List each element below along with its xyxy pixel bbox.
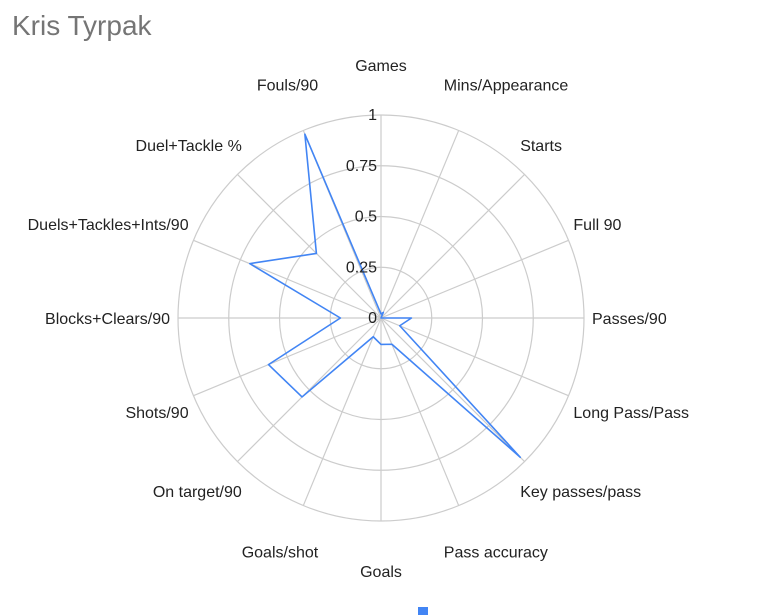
axis-label: Goals	[360, 564, 402, 581]
tick-label: 0.25	[346, 259, 377, 276]
grid-spoke	[237, 174, 382, 319]
tick-label: 0	[368, 310, 377, 327]
grid-spoke	[193, 239, 382, 319]
grid-spoke	[380, 317, 460, 506]
chart-title: Kris Tyrpak	[12, 10, 152, 41]
axis-label: Blocks+Clears/90	[45, 311, 170, 328]
axis-label: Long Pass/Pass	[573, 405, 689, 422]
radar-grid	[177, 114, 585, 522]
axis-label: Fouls/90	[257, 77, 318, 94]
tick-label: 0.75	[346, 158, 377, 175]
tick-label: 0.5	[355, 209, 377, 226]
series-line-1	[248, 133, 522, 459]
axis-label: Goals/shot	[242, 545, 319, 562]
grid-spoke	[380, 317, 569, 397]
axis-label: Shots/90	[125, 405, 188, 422]
grid-spoke	[302, 317, 382, 506]
grid-spoke	[380, 130, 460, 319]
radar-axis-labels: Games Mins/Appearance Starts Full 90 Passes/…	[28, 58, 689, 581]
axis-label: Passes/90	[592, 311, 667, 328]
axis-label: Duels+Tackles+Ints/90	[28, 217, 189, 234]
axis-label: Mins/Appearance	[444, 77, 569, 94]
legend-swatch	[418, 607, 428, 615]
axis-label: Duel+Tackle %	[136, 138, 242, 155]
axis-label: Key passes/pass	[520, 484, 641, 501]
axis-label: Starts	[520, 138, 562, 155]
axis-label: Games	[355, 58, 407, 75]
grid-spoke	[237, 317, 382, 462]
radar-series	[248, 133, 522, 459]
grid-spoke	[380, 239, 569, 319]
tick-label: 1	[368, 107, 377, 124]
grid-spoke	[380, 317, 525, 462]
axis-label: Full 90	[573, 217, 621, 234]
radar-ticks: 0 0.25 0.5 0.75 1	[346, 107, 377, 327]
grid-spoke	[380, 174, 525, 319]
axis-label: Pass accuracy	[444, 545, 548, 562]
grid-spoke	[193, 317, 382, 397]
axis-label: On target/90	[153, 484, 242, 501]
